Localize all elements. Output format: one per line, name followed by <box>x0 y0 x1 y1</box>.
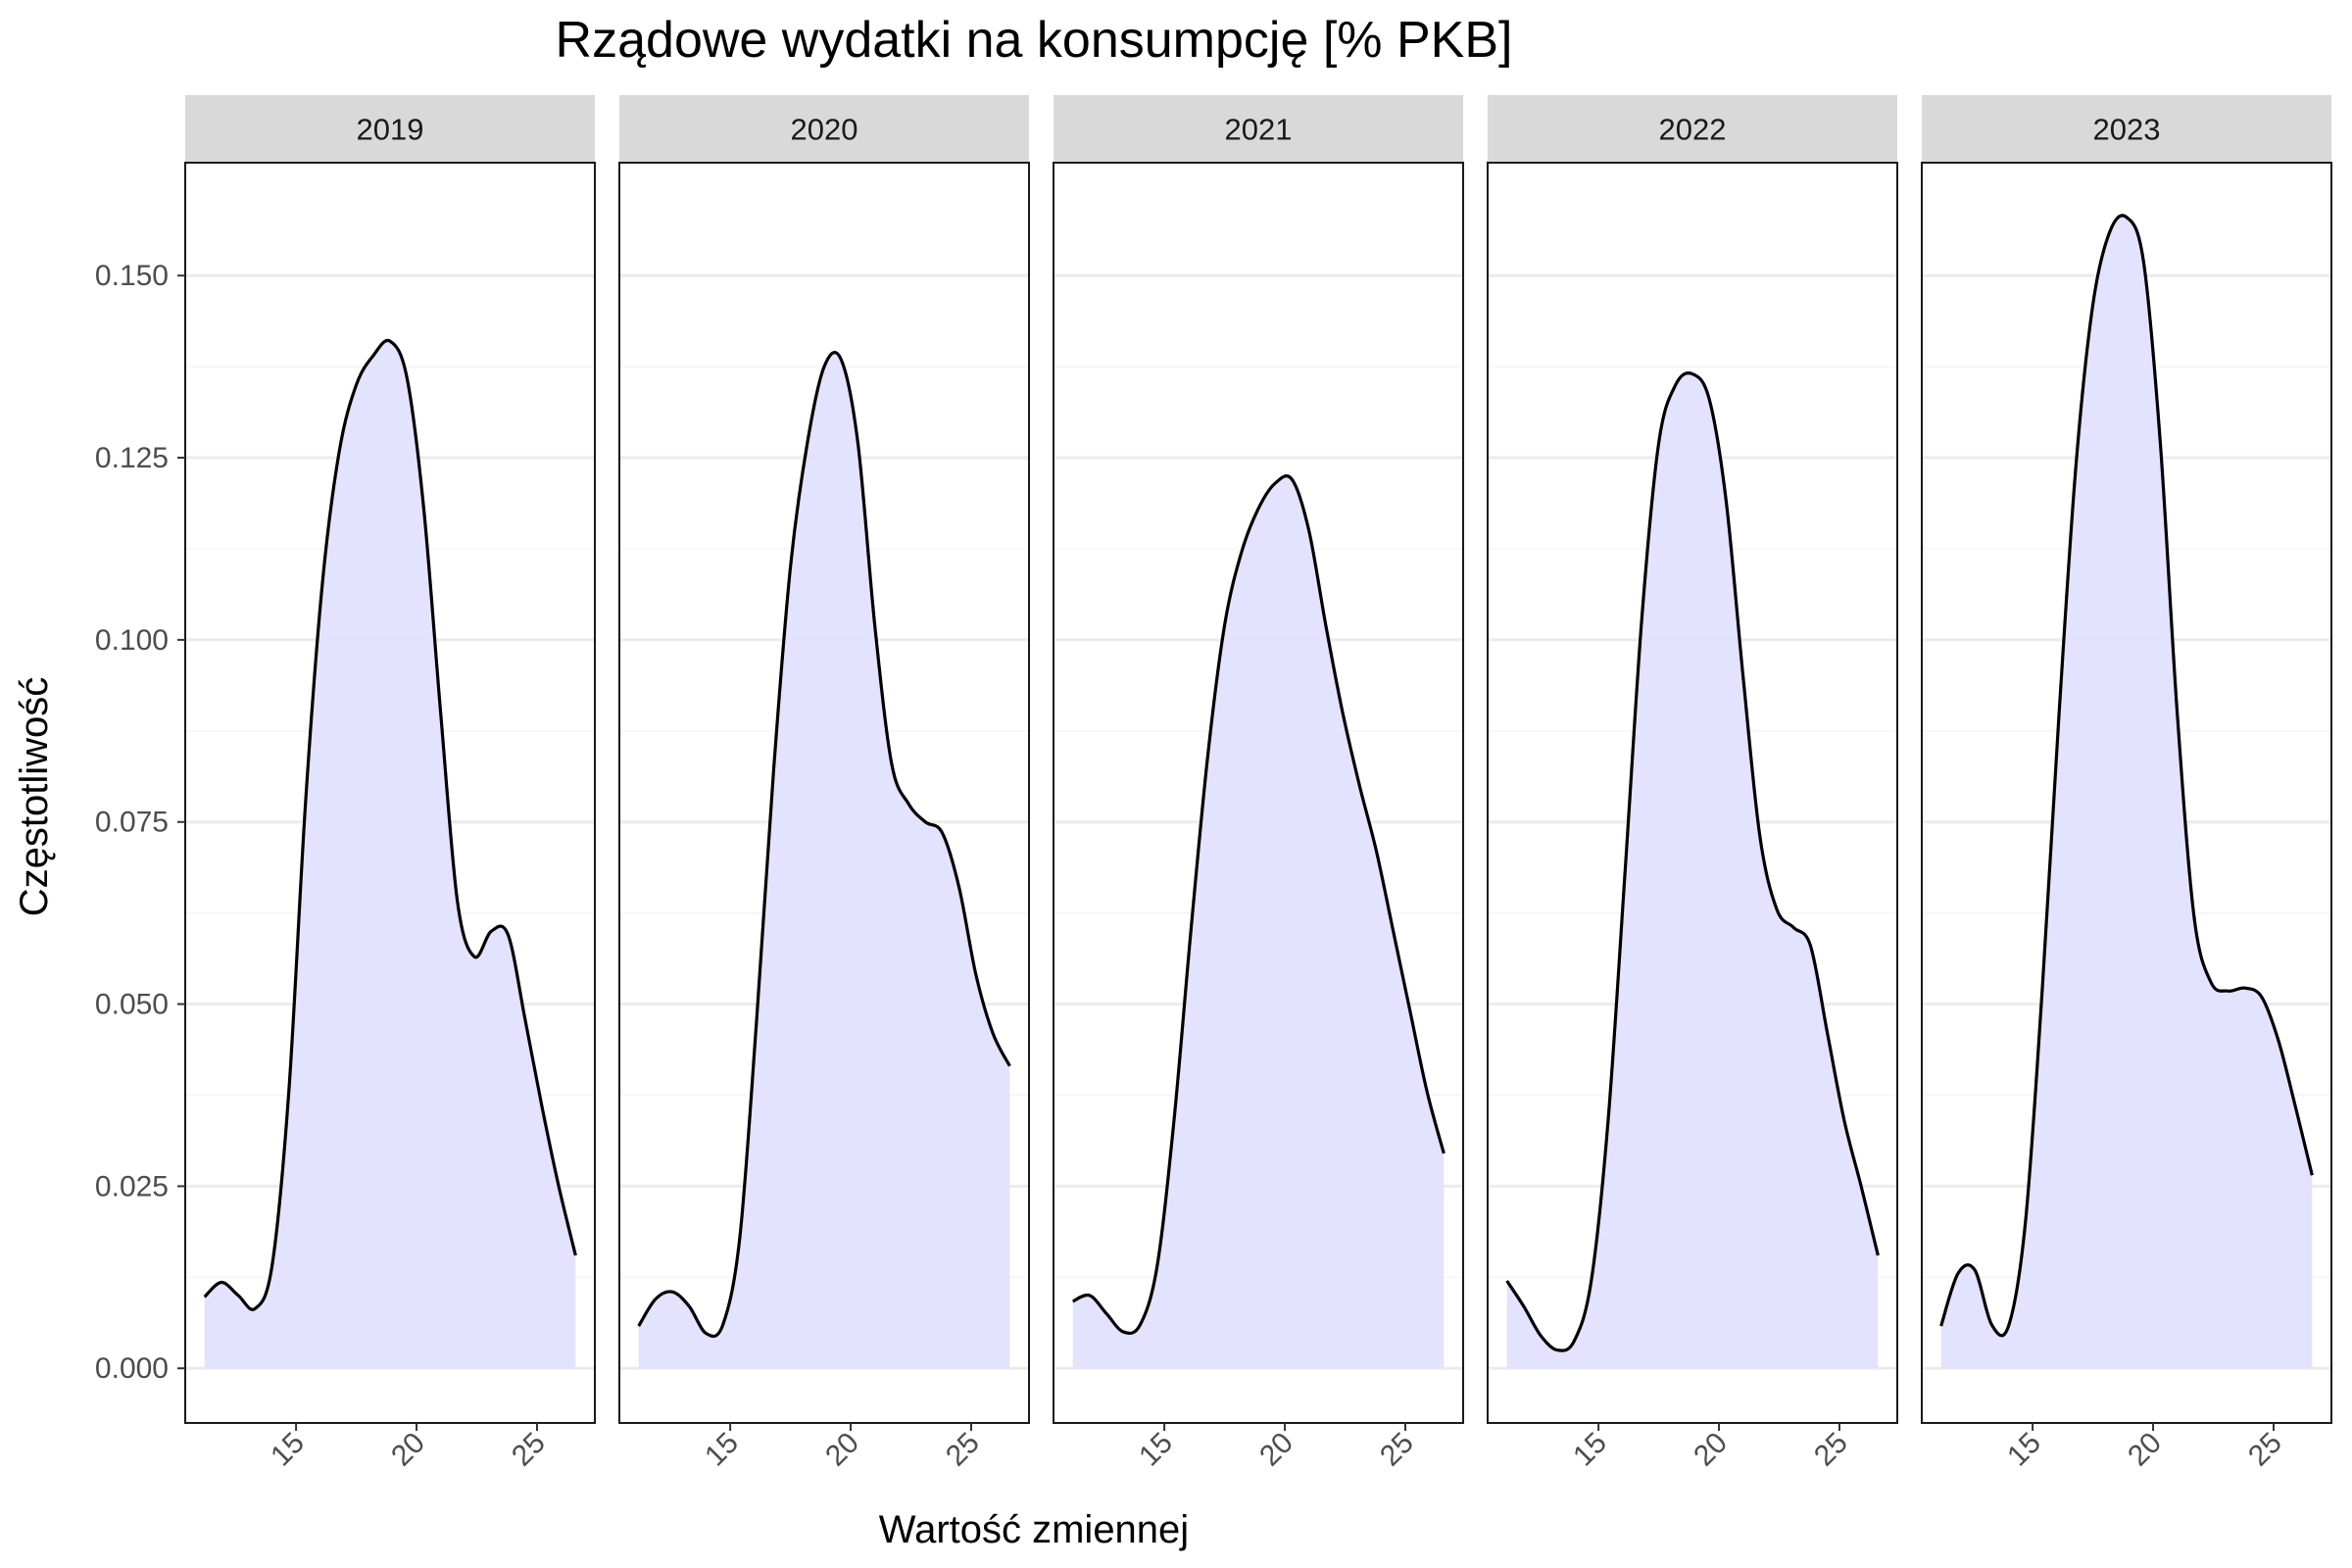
facet-strip-label: 2022 <box>1659 113 1727 147</box>
density-area <box>1940 215 2313 1369</box>
density-area <box>1506 372 1879 1369</box>
x-tick-label: 20 <box>1688 1427 1734 1473</box>
chart-title: Rządowe wydatki na konsumpcję [% PKB] <box>556 12 1513 69</box>
x-tick-label: 15 <box>1567 1427 1613 1473</box>
density-line <box>1071 474 1446 1336</box>
y-tick-label: 0.000 <box>95 1352 169 1385</box>
density-line <box>637 351 1011 1339</box>
facet-strip <box>1054 95 1463 163</box>
y-tick-label: 0.025 <box>95 1170 169 1202</box>
facet-strip-label: 2019 <box>357 113 424 147</box>
facet-strip <box>1488 95 1897 163</box>
y-tick-label: 0.050 <box>95 989 169 1021</box>
x-axis-title: Wartość zmiennej <box>879 1508 1189 1551</box>
facet-strip-label: 2021 <box>1225 113 1293 147</box>
density-area <box>1072 475 1445 1369</box>
facet-strip-label: 2020 <box>791 113 858 147</box>
density-area <box>638 352 1010 1369</box>
x-tick-label: 25 <box>2242 1427 2288 1473</box>
density-line <box>1939 214 2314 1338</box>
x-tick-label: 15 <box>2001 1427 2047 1473</box>
facet-panel-2023: 2023 15 20 25 <box>1921 95 2332 1473</box>
panel-border <box>1921 162 2332 1424</box>
facet-strip <box>1922 95 2331 163</box>
density-line <box>203 338 577 1311</box>
panel-border <box>184 162 596 1424</box>
facet-strip-label: 2023 <box>2093 113 2161 147</box>
y-axis: 0.000 0.025 0.050 0.075 0.100 0.125 0.150 <box>95 260 185 1385</box>
x-tick-label: 15 <box>699 1427 745 1473</box>
x-tick-label: 25 <box>506 1427 552 1473</box>
y-axis-title: Częstotliwość <box>13 677 56 917</box>
panel-border <box>618 162 1030 1424</box>
density-area <box>204 340 576 1369</box>
x-tick-label: 20 <box>385 1427 431 1473</box>
density-line <box>1505 371 1880 1352</box>
x-tick-label: 20 <box>1253 1427 1299 1473</box>
facet-strip <box>619 95 1029 163</box>
facet-panel-2020: 2020 15 20 25 <box>618 95 1030 1473</box>
x-tick-label: 15 <box>1133 1427 1179 1473</box>
x-tick-label: 25 <box>940 1427 986 1473</box>
x-tick-label: 25 <box>1808 1427 1854 1473</box>
facet-panel-2022: 2022 15 20 25 <box>1487 95 1898 1473</box>
x-tick-label: 25 <box>1374 1427 1420 1473</box>
y-tick-label: 0.125 <box>95 442 169 474</box>
y-tick-label: 0.150 <box>95 260 169 292</box>
x-tick-label: 20 <box>819 1427 865 1473</box>
facet-panel-2019: 2019 15 20 25 <box>184 95 596 1473</box>
x-tick-label: 20 <box>2122 1427 2168 1473</box>
panel-border <box>1053 162 1464 1424</box>
x-tick-label: 15 <box>265 1427 311 1473</box>
y-tick-label: 0.075 <box>95 807 169 839</box>
facet-panels: 2019 15 20 25 2020 15 20 25 2021 15 20 25 2022 15 20 25… <box>184 95 2332 1473</box>
panel-border <box>1487 162 1898 1424</box>
y-tick-label: 0.100 <box>95 624 169 657</box>
facet-strip <box>185 95 595 163</box>
facet-panel-2021: 2021 15 20 25 <box>1053 95 1464 1473</box>
